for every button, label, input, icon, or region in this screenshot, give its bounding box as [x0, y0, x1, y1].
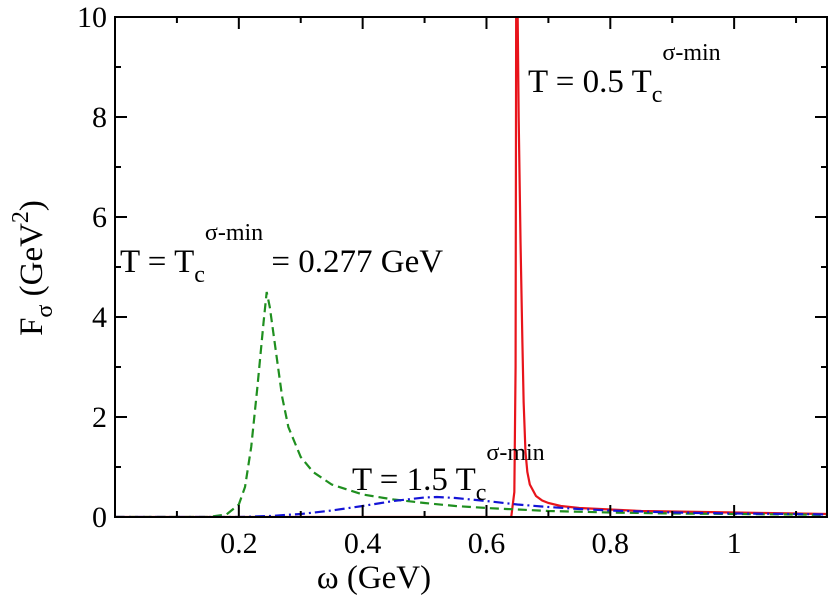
y-tick-label: 2 [92, 401, 107, 434]
x-axis-label: ω (GeV) [317, 560, 431, 595]
annotation-critical-temp: T = Tcσ-min = 0.277 GeV [120, 220, 443, 288]
x-tick-label: 0.8 [592, 527, 630, 560]
series-line-1 [115, 291, 827, 517]
annotation-high-temp: T = 1.5 Tcσ-min [352, 440, 545, 506]
x-tick-label: 0.4 [344, 527, 382, 560]
series-line-2 [115, 495, 827, 517]
series-group [115, 17, 827, 517]
y-tick-label: 0 [92, 501, 107, 534]
annotation-low-temp: T = 0.5 Tcσ-min [528, 40, 721, 108]
x-tick-label: 1 [727, 527, 742, 560]
y-tick-label: 8 [92, 101, 107, 134]
x-tick-label: 0.6 [468, 527, 506, 560]
x-tick-label: 0.2 [220, 527, 258, 560]
y-tick-label: 4 [92, 301, 107, 334]
y-tick-label: 6 [92, 201, 107, 234]
y-tick-label: 10 [77, 1, 107, 34]
y-axis-label: Fσ (GeV2) [8, 200, 58, 336]
series-line-0 [115, 17, 827, 517]
plot-frame [114, 16, 828, 518]
